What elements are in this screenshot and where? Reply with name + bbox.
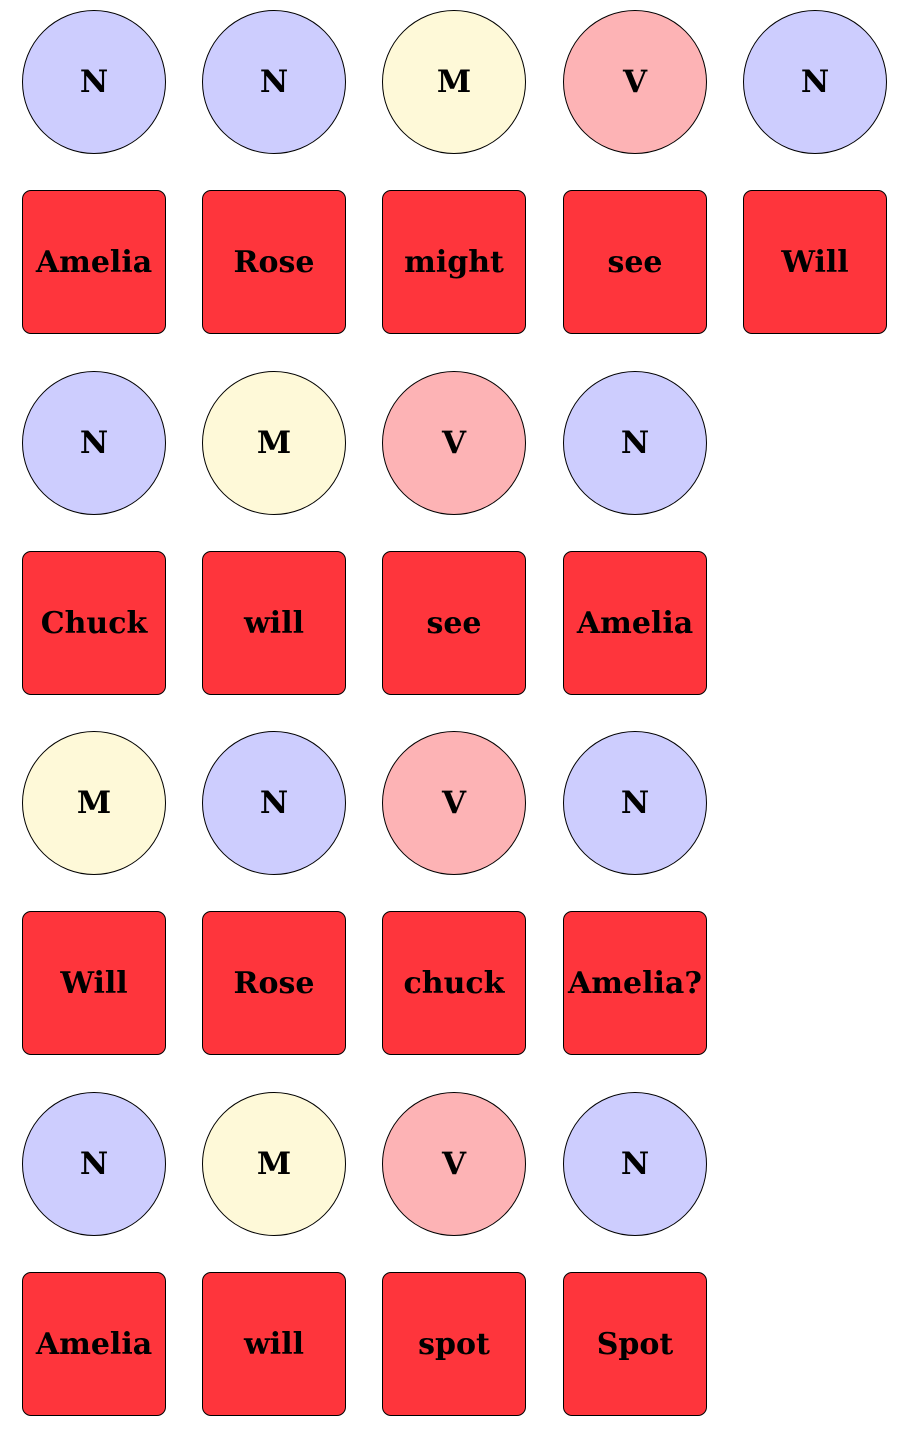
sentence-1: N N M V N Amelia Rose might see Will <box>0 10 902 372</box>
word-node: spot <box>382 1272 526 1416</box>
word-node: Spot <box>563 1272 707 1416</box>
word-node: chuck <box>382 911 526 1055</box>
word-node: Rose <box>202 190 346 334</box>
tag-node-n: N <box>202 731 346 875</box>
word-node: Rose <box>202 911 346 1055</box>
tag-node-n: N <box>743 10 887 154</box>
word-node: will <box>202 551 346 695</box>
word-node: Chuck <box>22 551 166 695</box>
tag-node-n: N <box>563 731 707 875</box>
word-row: Amelia Rose might see Will <box>0 190 902 336</box>
tag-node-v: V <box>382 731 526 875</box>
tag-node-n: N <box>563 1092 707 1236</box>
sentence-2: N M V N Chuck will see Amelia <box>0 371 902 733</box>
word-node: Amelia? <box>563 911 707 1055</box>
tag-node-n: N <box>22 1092 166 1236</box>
word-node: will <box>202 1272 346 1416</box>
word-node: see <box>382 551 526 695</box>
tag-node-n: N <box>202 10 346 154</box>
word-node: Amelia <box>22 190 166 334</box>
word-node: see <box>563 190 707 334</box>
tag-node-v: V <box>563 10 707 154</box>
word-node: Amelia <box>22 1272 166 1416</box>
word-node: Amelia <box>563 551 707 695</box>
tag-node-v: V <box>382 371 526 515</box>
sentence-3: M N V N Will Rose chuck Amelia? <box>0 731 902 1093</box>
word-row: Will Rose chuck Amelia? <box>0 911 902 1057</box>
word-row: Chuck will see Amelia <box>0 551 902 697</box>
tag-node-m: M <box>202 1092 346 1236</box>
tag-node-v: V <box>382 1092 526 1236</box>
tag-node-n: N <box>22 371 166 515</box>
word-node: Will <box>743 190 887 334</box>
word-row: Amelia will spot Spot <box>0 1272 902 1418</box>
tag-node-n: N <box>563 371 707 515</box>
tag-node-n: N <box>22 10 166 154</box>
tag-node-m: M <box>202 371 346 515</box>
tag-node-m: M <box>382 10 526 154</box>
sentence-4: N M V N Amelia will spot Spot <box>0 1092 902 1454</box>
word-node: might <box>382 190 526 334</box>
word-node: Will <box>22 911 166 1055</box>
tag-node-m: M <box>22 731 166 875</box>
